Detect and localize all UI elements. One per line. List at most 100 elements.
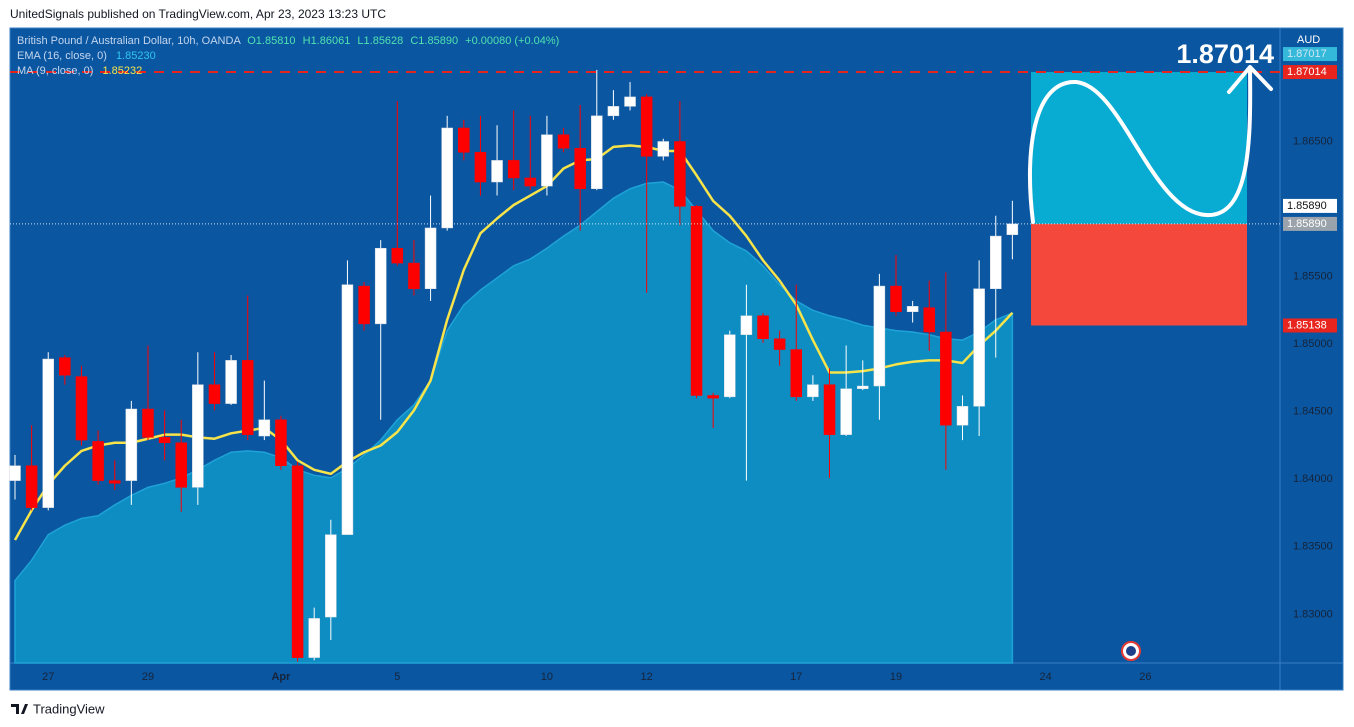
candle-body [989,235,1002,290]
legend-ema-row: EMA (16, close, 0) 1.85230 [17,49,559,64]
candle-body [92,441,104,481]
candle-body [491,160,503,183]
candle-body [906,306,919,312]
candle-body [325,534,337,618]
x-tick-label: Apr [271,671,291,683]
candle-body [740,315,753,335]
ohlc-change: +0.00080 (+0.04%) [465,35,560,47]
sketch-arrow [1227,65,1273,94]
candle-body [192,384,204,488]
candle-body [541,134,553,187]
candle-body [208,384,221,404]
legend: British Pound / Australian Dollar, 10h, … [17,34,559,79]
candle-body [807,384,819,398]
publisher-line: UnitedSignals published on TradingView.c… [10,7,386,21]
candle-body [408,262,420,290]
price-label-box [1283,318,1337,333]
candle-body [424,227,437,290]
candle-body [956,406,969,426]
candle-body [308,618,320,658]
brand-logo [11,704,28,714]
candle-body [258,419,271,437]
x-tick-label: 27 [42,671,54,683]
candle-body [75,376,88,441]
y-tick-label: 1.84500 [1293,406,1333,418]
candle-body [125,408,138,481]
symbol-title: British Pound / Australian Dollar, 10h, … [17,35,241,47]
brand-name: TradingView [33,701,105,716]
candle-body [773,338,786,350]
price-label: 1.87017 [1287,48,1327,60]
ohlc-high: H1.86061 [302,35,351,47]
y-axis-label: AUD [1297,34,1320,46]
y-tick-label: 1.86500 [1293,135,1333,147]
legend-ma-value: 1.85232 [102,65,143,77]
x-tick-label: 29 [142,671,154,683]
candle-body [374,247,387,325]
candle-body [391,247,404,264]
candle-body [557,134,570,149]
stop-zone [1031,223,1247,326]
candle-body [507,160,520,179]
price-label-box [1283,65,1337,80]
candle-body [291,465,304,658]
candle-body [624,96,636,107]
x-tick-label: 12 [641,671,653,683]
candle-body [1006,223,1019,235]
candle-body [358,285,370,325]
candle-body [9,465,21,481]
legend-ema-value: 1.85230 [115,50,156,62]
price-label-box [1283,198,1337,213]
price-label: 1.87014 [1287,66,1327,78]
rally-sketch [1027,65,1273,224]
candle-body [341,284,354,535]
x-tick-label: 26 [1139,671,1151,683]
candle-body [241,360,254,435]
sketch-curve [1027,68,1253,224]
candle-body [42,358,54,508]
candle-body [108,480,121,484]
logo-mark [11,704,28,714]
price-label: 1.85890 [1287,200,1327,212]
plot-area [9,69,1280,664]
candle-body [142,408,154,438]
candle-body [790,349,803,398]
candle-body [757,315,769,339]
candle-body [640,96,653,157]
x-tick-label: 19 [890,671,902,683]
legend-ma-name: MA (9, close, 0) [17,65,94,77]
x-tick-label: 24 [1039,671,1051,683]
candle-body [591,115,603,190]
x-tick-label: 10 [541,671,553,683]
price-label: 1.85890 [1287,218,1327,230]
price-label-box [1283,47,1337,62]
candle-body [441,127,453,229]
y-tick-label: 1.85000 [1293,338,1333,350]
candle-body [724,334,736,398]
ohlc-close: C1.85890 [410,35,459,47]
candle-body [840,388,852,435]
flag-icon-core [1126,646,1136,656]
y-tick-label: 1.84000 [1293,473,1333,485]
candle-body [674,141,686,207]
ohlc-open: O1.85810 [247,35,296,47]
price-label-box [1283,216,1337,231]
candle-body [890,285,902,312]
target-annotation: 1.87014 [1176,39,1274,69]
y-tick-label: 1.83000 [1293,608,1333,620]
candle-body [707,395,719,399]
candle-body [923,307,936,333]
candle-body [225,360,237,404]
x-tick-label: 5 [394,671,400,683]
x-tick-label: 17 [790,671,802,683]
legend-ma-row: MA (9, close, 0) 1.85232 [17,64,559,79]
candle-body [574,147,586,190]
candle-body [275,419,287,466]
candle-body [524,177,537,187]
candle-body [607,106,620,117]
candle-body [458,127,470,153]
ema-area [14,181,1014,664]
y-tick-label: 1.85500 [1293,271,1333,283]
